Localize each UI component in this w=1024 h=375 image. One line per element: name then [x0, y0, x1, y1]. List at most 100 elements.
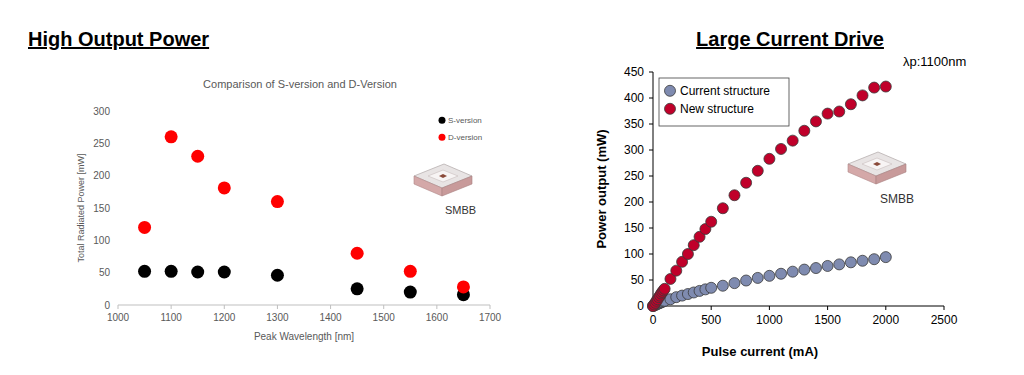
y-tick-label: 150	[93, 203, 110, 214]
x-tick	[277, 305, 278, 309]
x-tick	[711, 306, 712, 310]
data-point	[741, 275, 752, 286]
x-tick-label: 1500	[373, 312, 396, 323]
y-tick	[649, 150, 653, 151]
data-point	[351, 282, 364, 295]
y-tick	[115, 208, 118, 209]
data-point	[764, 270, 775, 281]
page: High Output PowerComparison of S-version…	[0, 0, 1024, 375]
legend-marker	[439, 117, 446, 124]
y-tick-label: 0	[104, 300, 110, 311]
x-tick-label: 1100	[160, 312, 182, 323]
data-point	[717, 280, 728, 291]
data-point	[834, 259, 845, 270]
data-point	[271, 269, 284, 282]
x-tick-label: 1200	[213, 312, 236, 323]
data-point	[271, 195, 284, 208]
legend-marker	[665, 85, 676, 96]
data-point	[776, 143, 787, 154]
data-point	[857, 90, 868, 101]
y-tick-label: 0	[637, 299, 644, 313]
x-tick	[827, 306, 828, 310]
data-point	[659, 283, 670, 294]
legend: Current structureNew structure	[659, 78, 789, 126]
data-point	[880, 252, 891, 263]
plot-area	[138, 130, 470, 301]
y-tick-label: 250	[93, 138, 110, 149]
y-tick-label: 400	[624, 91, 644, 105]
x-tick	[944, 306, 945, 310]
data-point	[787, 266, 798, 277]
x-tick	[171, 305, 172, 309]
data-point	[810, 263, 821, 274]
package-icon	[848, 152, 906, 184]
package-icon	[414, 164, 472, 196]
data-point	[834, 106, 845, 117]
data-point	[165, 130, 178, 143]
y-tick	[115, 111, 118, 112]
x-tick	[436, 305, 437, 309]
x-axis	[118, 305, 490, 306]
y-tick-label: 200	[624, 195, 644, 209]
y-tick	[649, 280, 653, 281]
y-tick	[115, 175, 118, 176]
series	[138, 265, 470, 301]
x-tick	[383, 305, 384, 309]
y-tick	[649, 98, 653, 99]
data-point	[869, 82, 880, 93]
x-tick-label: 500	[701, 313, 721, 327]
data-point	[138, 221, 151, 234]
data-point	[218, 266, 231, 279]
x-tick-label: 1000	[756, 313, 783, 327]
series	[138, 130, 470, 293]
data-point	[404, 286, 417, 299]
x-axis-label: Pulse current (mA)	[702, 344, 818, 359]
data-point	[752, 272, 763, 283]
y-tick	[115, 272, 118, 273]
y-tick	[649, 228, 653, 229]
data-point	[191, 150, 204, 163]
x-tick-label: 1700	[479, 312, 502, 323]
y-tick	[115, 305, 118, 306]
x-tick	[224, 305, 225, 309]
x-tick	[118, 305, 119, 309]
y-tick-label: 200	[93, 170, 110, 181]
data-point	[706, 282, 717, 293]
x-tick	[885, 306, 886, 310]
annotation: SMBB	[445, 204, 476, 216]
data-point	[351, 247, 364, 260]
data-point	[787, 135, 798, 146]
y-tick	[649, 254, 653, 255]
x-tick-label: 0	[650, 313, 657, 327]
data-point	[752, 165, 763, 176]
data-point	[822, 108, 833, 119]
x-tick	[330, 305, 331, 309]
y-tick	[115, 240, 118, 241]
x-tick-label: 1400	[319, 312, 342, 323]
series	[648, 252, 892, 312]
legend-marker	[439, 134, 446, 141]
y-tick	[649, 124, 653, 125]
y-tick-label: 300	[624, 143, 644, 157]
data-point	[810, 116, 821, 127]
annotation: λp:1100nm	[903, 54, 966, 69]
data-point	[869, 254, 880, 265]
data-point	[729, 190, 740, 201]
x-tick-label: 2000	[872, 313, 899, 327]
package-chip	[873, 162, 881, 166]
legend-box	[659, 78, 789, 126]
x-tick	[490, 305, 491, 309]
x-axis-label: Peak Wavelength [nm]	[254, 331, 354, 342]
x-tick-label: 1000	[107, 312, 130, 323]
data-point	[404, 265, 417, 278]
data-point	[776, 268, 787, 279]
y-tick	[649, 72, 653, 73]
data-point	[799, 264, 810, 275]
legend-marker	[665, 103, 676, 114]
chart-title: Comparison of S-version and D-Version	[203, 78, 397, 90]
package-window	[862, 158, 892, 170]
y-tick-label: 350	[624, 117, 644, 131]
y-tick	[115, 143, 118, 144]
y-tick-label: 100	[624, 247, 644, 261]
data-point	[741, 177, 752, 188]
